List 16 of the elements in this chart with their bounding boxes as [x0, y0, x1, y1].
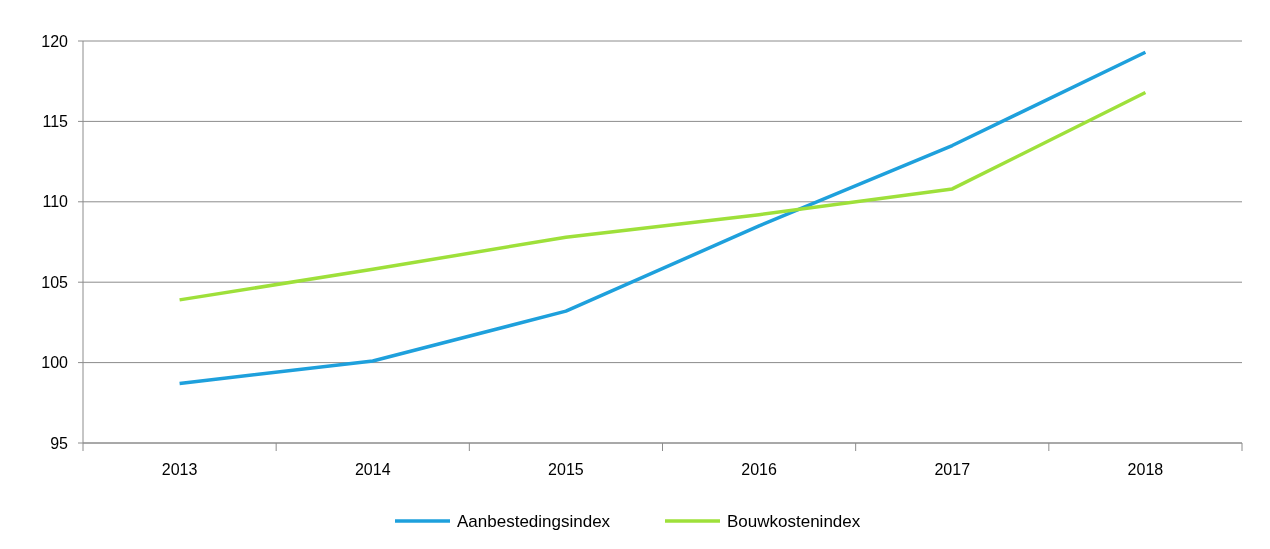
- x-tick-label: 2017: [934, 461, 971, 478]
- legend-label: Bouwkostenindex: [727, 511, 861, 531]
- x-tick-label: 2015: [548, 461, 584, 478]
- legend-label: Aanbestedingsindex: [457, 511, 611, 531]
- x-tick-label: 2014: [354, 461, 391, 478]
- line-series: [177, 90, 1148, 302]
- x-tick-label: 2013: [161, 461, 198, 478]
- y-tick-label: 105: [41, 273, 69, 291]
- x-tick-label: 2018: [1127, 461, 1164, 478]
- y-tick-label: 115: [42, 113, 69, 130]
- x-tick-label: 2016: [741, 461, 777, 478]
- y-tick-label: 110: [42, 193, 69, 211]
- line-series: [177, 50, 1148, 386]
- y-tick-label: 100: [41, 354, 69, 372]
- y-tick-label: 120: [41, 32, 69, 50]
- y-tick-label: 95: [50, 434, 69, 452]
